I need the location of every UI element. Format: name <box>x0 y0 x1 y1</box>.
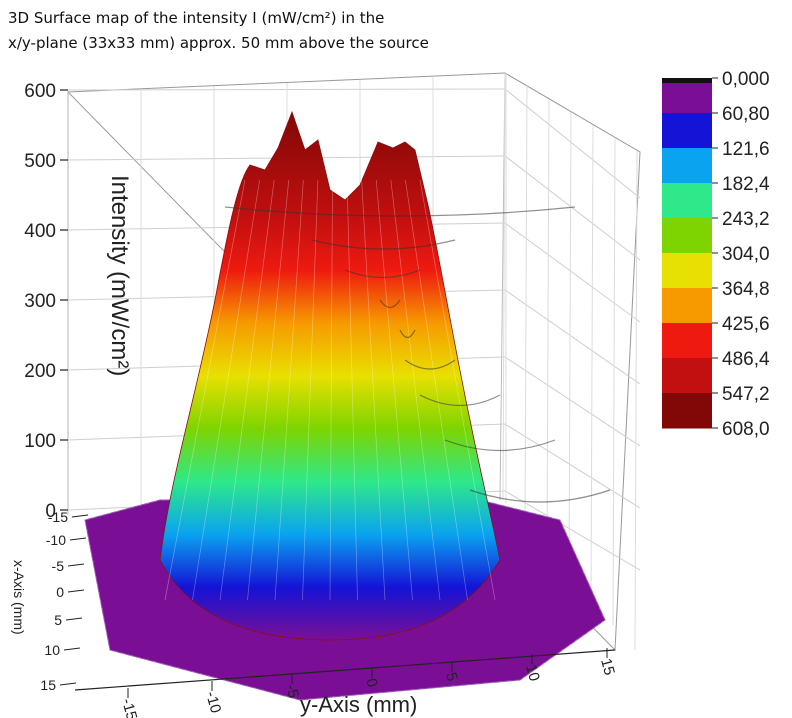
surface-mesh-line <box>164 179 246 601</box>
contour-line <box>344 269 421 279</box>
x-tick-label: 5 <box>54 612 62 628</box>
legend-tick-label: 182,4 <box>722 174 770 195</box>
surface-mesh-line <box>219 179 275 601</box>
grid-line-z-side <box>504 222 641 323</box>
legend-swatch <box>662 218 712 254</box>
x-tick-label: 15 <box>40 677 56 693</box>
z-axis-label: Intensity (mW/cm²) <box>106 175 133 376</box>
surface-mesh-line <box>405 179 468 601</box>
legend-tick-label: 60,80 <box>722 104 770 125</box>
y-tick-label: -15 <box>118 697 140 718</box>
legend-tick-label: 608,0 <box>722 419 770 440</box>
contour-line <box>444 439 556 452</box>
x-tick-label: 0 <box>56 584 64 600</box>
z-tick-label: 0 <box>45 501 56 522</box>
x-tick-mark <box>59 682 77 686</box>
contour-line <box>311 239 456 250</box>
x-tick-label: -15 <box>48 509 68 525</box>
y-tick-label: -10 <box>202 690 224 715</box>
contour-line <box>379 299 401 309</box>
x-tick-label: -10 <box>46 532 66 548</box>
z-tick-label: 300 <box>24 291 56 312</box>
surface-mesh-line <box>247 179 290 601</box>
grid-line-x <box>634 150 638 651</box>
surface-mesh-line <box>302 179 319 601</box>
y-tick-label: 10 <box>522 663 543 684</box>
surface-mesh-line <box>375 179 413 601</box>
legend-tick-label: 364,8 <box>722 279 770 300</box>
chart-title-line-1: 3D Surface map of the intensity I (mW/cm… <box>8 9 385 27</box>
contour-line <box>404 359 456 370</box>
legend-tick-label: 304,0 <box>722 244 770 265</box>
legend-tick-label: 0,000 <box>722 69 770 90</box>
grid-line-z-side <box>504 423 641 509</box>
z-tick-label: 500 <box>24 151 56 172</box>
grid-line-z-side <box>504 88 641 199</box>
x-tick-mark <box>71 514 89 518</box>
legend-tick-label: 243,2 <box>722 209 770 230</box>
x-tick-mark <box>63 647 81 651</box>
grid-line-z-side <box>504 289 641 385</box>
legend-tick-label: 547,2 <box>722 384 770 405</box>
grid-line-x <box>524 85 528 526</box>
z-tick-label: 400 <box>24 221 56 242</box>
z-tick-label: 200 <box>24 361 56 382</box>
surface-mesh-line <box>390 179 441 601</box>
x-axis-label: x-Axis (mm) <box>11 560 27 635</box>
legend-swatch <box>662 358 712 394</box>
surface-mesh-line <box>346 179 358 601</box>
legend-tick-label: 486,4 <box>722 349 770 370</box>
contour-line <box>419 394 501 407</box>
x-tick-mark <box>65 617 83 621</box>
x-tick-mark <box>67 589 85 593</box>
legend-swatch <box>662 183 712 219</box>
x-tick-label: -5 <box>52 558 65 574</box>
grid-line-z-side <box>504 155 641 261</box>
surface-plot <box>159 110 611 641</box>
grid-line-x <box>612 137 616 626</box>
surface-plateau <box>159 110 501 641</box>
grid-line-x <box>590 124 594 601</box>
legend-swatch <box>662 148 712 184</box>
surface-mesh-line <box>419 179 496 601</box>
chart-title: 3D Surface map of the intensity I (mW/cm… <box>8 6 608 56</box>
grid-line-z-side <box>504 356 641 447</box>
contour-line <box>399 329 416 339</box>
x-tick-mark <box>69 537 87 541</box>
surface-mesh-line <box>329 179 333 601</box>
x-tick-mark <box>67 563 85 567</box>
grid-line-x <box>502 72 506 501</box>
grid-line-x <box>546 98 550 551</box>
surface-mesh-line <box>192 179 260 601</box>
y-tick-label: -5 <box>282 683 302 700</box>
grid-line-x <box>568 111 572 576</box>
contour-line <box>224 206 576 217</box>
legend-swatch <box>662 113 712 149</box>
legend-swatch <box>662 323 712 359</box>
chart-title-line-2: x/y-plane (33x33 mm) approx. 50 mm above… <box>8 34 429 52</box>
x-tick-label: 10 <box>44 642 60 658</box>
color-scale-legend: 0,000 60,80 121,6 182,4 243,2 304,0 364,8 425,6… <box>662 69 770 440</box>
z-tick-label: 600 <box>24 81 56 102</box>
legend-swatch <box>662 393 712 429</box>
legend-swatch <box>662 253 712 289</box>
surface-mesh-line <box>361 179 386 601</box>
legend-top-band <box>662 78 712 83</box>
legend-tick-label: 121,6 <box>722 139 770 160</box>
y-axis-line <box>74 649 616 691</box>
z-tick-label: 100 <box>24 431 56 452</box>
legend-tick-label: 425,6 <box>722 314 770 335</box>
contour-line <box>469 489 611 503</box>
legend-swatch <box>662 288 712 324</box>
y-axis-label: y-Axis (mm) <box>300 692 417 717</box>
y-tick-label: 15 <box>597 657 618 678</box>
legend-swatch <box>662 78 712 114</box>
surface-mesh-line <box>274 179 304 601</box>
grid-line-z-side <box>504 490 641 571</box>
